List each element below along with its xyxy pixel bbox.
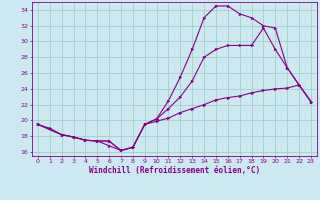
X-axis label: Windchill (Refroidissement éolien,°C): Windchill (Refroidissement éolien,°C) [89,166,260,175]
